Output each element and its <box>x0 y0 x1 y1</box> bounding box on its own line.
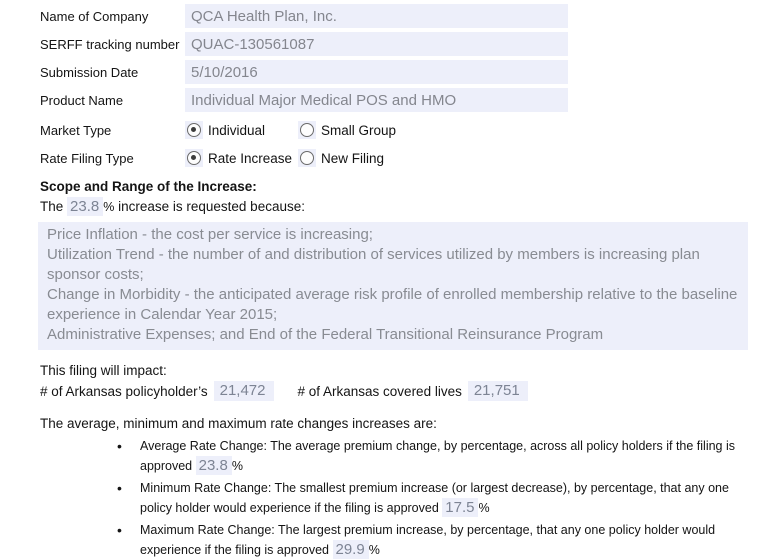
average-rate-change-field[interactable]: 23.8 <box>195 456 232 475</box>
rate-filing-type-radio-group: Rate Increase New Filing <box>185 149 384 167</box>
radio-selected-icon[interactable] <box>187 151 201 165</box>
maximum-rate-change-field[interactable]: 29.9 <box>332 540 369 559</box>
product-name-field[interactable]: Individual Major Medical POS and HMO <box>185 88 568 112</box>
radio-small-group-box <box>298 121 316 139</box>
covered-lives-count-field[interactable]: 21,751 <box>467 381 528 401</box>
radio-rate-increase[interactable]: Rate Increase <box>185 149 298 167</box>
rate-filing-form: Name of Company QCA Health Plan, Inc. SE… <box>0 0 764 526</box>
average-rate-change-text: Average Rate Change: The average premium… <box>140 439 736 473</box>
scope-heading: Scope and Range of the Increase: <box>40 179 257 194</box>
form-row-rate-filing-type: Rate Filing Type Rate Increase New Filin… <box>0 148 764 168</box>
increase-percent-field[interactable]: 23.8 <box>67 197 104 216</box>
rates-intro: The average, minimum and maximum rate ch… <box>40 416 437 431</box>
minimum-rate-change-field[interactable]: 17.5 <box>442 498 479 517</box>
radio-small-group[interactable]: Small Group <box>298 121 396 139</box>
scope-sentence: The 23.8% increase is requested because: <box>40 197 764 216</box>
form-row-serff: SERFF tracking number QUAC-130561087 <box>0 32 764 56</box>
submission-date-label: Submission Date <box>40 64 139 80</box>
submission-date-field[interactable]: 5/10/2016 <box>185 60 568 84</box>
radio-rate-increase-label: Rate Increase <box>208 150 293 166</box>
radio-rate-increase-box <box>185 149 203 167</box>
list-item-minimum-rate-change: Minimum Rate Change: The smallest premiu… <box>115 479 750 518</box>
increase-reasons-field[interactable]: Price Inflation - the cost per service i… <box>38 222 748 350</box>
form-row-submission-date: Submission Date 5/10/2016 <box>0 60 764 84</box>
impact-intro: This filing will impact: <box>40 363 167 378</box>
policyholders-count-field[interactable]: 21,472 <box>213 381 274 401</box>
percent-sign: % <box>103 200 115 214</box>
company-field[interactable]: QCA Health Plan, Inc. <box>185 4 568 28</box>
radio-unselected-icon[interactable] <box>300 123 314 137</box>
policyholders-label: # of Arkansas policyholder’s <box>40 383 208 399</box>
radio-individual-box <box>185 121 203 139</box>
minimum-rate-change-text: Minimum Rate Change: The smallest premiu… <box>140 481 729 515</box>
percent-sign: % <box>368 543 380 557</box>
radio-unselected-icon[interactable] <box>300 151 314 165</box>
form-row-product-name: Product Name Individual Major Medical PO… <box>0 88 764 112</box>
company-label: Name of Company <box>40 8 149 24</box>
percent-sign: % <box>231 459 243 473</box>
serff-label: SERFF tracking number <box>40 36 180 52</box>
serff-field[interactable]: QUAC-130561087 <box>185 32 568 56</box>
covered-lives-label: # of Arkansas covered lives <box>297 383 462 399</box>
impact-stats: # of Arkansas policyholder’s 21,472 # of… <box>40 381 764 401</box>
market-type-label: Market Type <box>40 122 112 138</box>
form-row-market-type: Market Type Individual Small Group <box>0 120 764 140</box>
radio-new-filing-label: New Filing <box>321 150 385 166</box>
list-item-maximum-rate-change: Maximum Rate Change: The largest premium… <box>115 521 750 560</box>
form-row-company: Name of Company QCA Health Plan, Inc. <box>0 4 764 28</box>
radio-individual[interactable]: Individual <box>185 121 298 139</box>
radio-small-group-label: Small Group <box>321 122 397 138</box>
market-type-radio-group: Individual Small Group <box>185 121 396 139</box>
maximum-rate-change-text: Maximum Rate Change: The largest premium… <box>140 523 716 557</box>
product-name-label: Product Name <box>40 92 124 108</box>
radio-individual-label: Individual <box>208 122 266 138</box>
percent-sign: % <box>478 501 490 515</box>
scope-sentence-suffix: increase is requested because: <box>114 199 305 214</box>
rate-filing-type-label: Rate Filing Type <box>40 150 134 166</box>
scope-sentence-prefix: The <box>40 199 64 214</box>
radio-new-filing[interactable]: New Filing <box>298 149 384 167</box>
radio-new-filing-box <box>298 149 316 167</box>
radio-selected-icon[interactable] <box>187 123 201 137</box>
list-item-average-rate-change: Average Rate Change: The average premium… <box>115 437 750 476</box>
rate-changes-list: Average Rate Change: The average premium… <box>115 437 750 560</box>
